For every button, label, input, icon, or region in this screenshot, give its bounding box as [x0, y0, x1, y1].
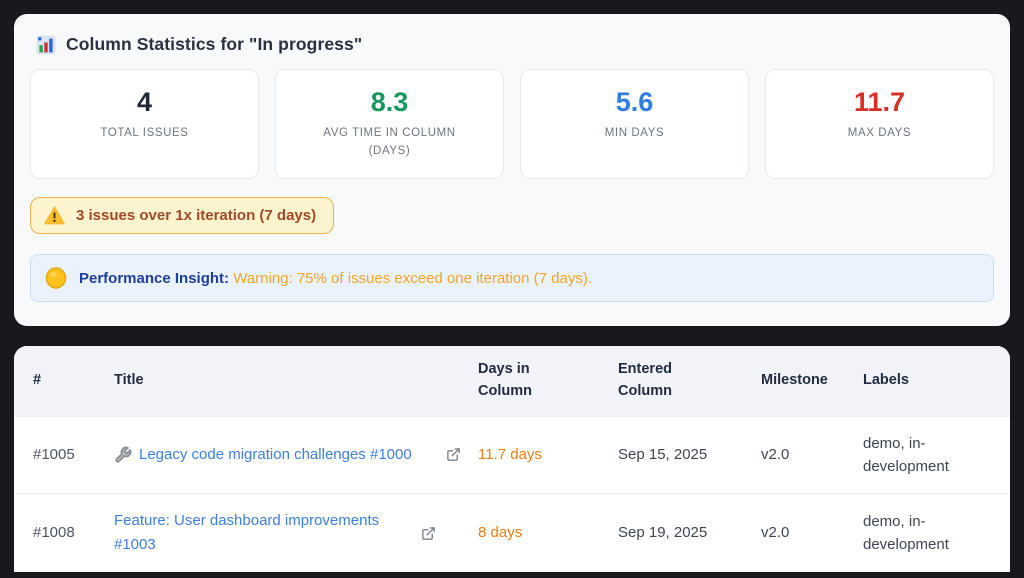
stat-label: MIN DAYS	[604, 127, 665, 140]
bar-chart-icon	[36, 35, 56, 55]
days-in-column: 8 days	[472, 493, 612, 572]
col-header-title: Title	[114, 371, 144, 388]
entered-column: Sep 15, 2025	[612, 415, 755, 494]
warning-badge-text: 3 issues over 1x iteration (7 days)	[76, 207, 317, 224]
warning-icon	[44, 206, 65, 225]
performance-insight-banner: Performance Insight: Warning: 75% of iss…	[30, 254, 994, 302]
stat-label: MAX DAYS	[847, 127, 912, 140]
stat-max-days: 11.7 MAX DAYS	[765, 69, 994, 179]
stat-avg-time: 8.3 AVG TIME IN COLUMN (DAYS)	[275, 69, 504, 179]
issues-table: # Title Days in Column Entered Column Mi…	[14, 346, 1010, 572]
table-row: #1005 Legacy code migration challenges #…	[14, 415, 1010, 494]
insight-message: Warning: 75% of issues exceed one iterat…	[233, 269, 593, 287]
external-link-icon[interactable]	[421, 526, 436, 541]
stat-label: TOTAL ISSUES	[100, 127, 189, 140]
milestone: v2.0	[755, 493, 857, 572]
stat-value: 5.6	[615, 87, 654, 117]
insight-label: Performance Insight:	[79, 269, 230, 287]
labels: demo, in-development	[863, 434, 949, 475]
col-header-number: #	[33, 371, 42, 388]
stat-label: AVG TIME IN COLUMN (DAYS)	[323, 127, 456, 157]
wrench-icon	[114, 446, 132, 464]
iteration-warning-badge: 3 issues over 1x iteration (7 days)	[30, 197, 335, 234]
yellow-circle-icon	[45, 267, 67, 289]
stat-total-issues: 4 TOTAL ISSUES	[30, 69, 259, 179]
issue-title-cell: Legacy code migration challenges #1000	[114, 443, 466, 467]
milestone: v2.0	[755, 415, 857, 494]
issue-link[interactable]: Feature: User dashboard improvements #10…	[114, 512, 380, 553]
column-statistics-card: Column Statistics for "In progress" 4 TO…	[14, 14, 1010, 326]
stat-min-days: 5.6 MIN DAYS	[520, 69, 749, 179]
insight-text: Performance Insight: Warning: 75% of iss…	[79, 268, 592, 289]
col-header-entered: Entered Column	[618, 361, 672, 399]
external-link-icon[interactable]	[446, 447, 461, 462]
issue-link[interactable]: Legacy code migration challenges #1000	[139, 445, 412, 463]
stat-value: 8.3	[370, 87, 409, 117]
col-header-milestone: Milestone	[761, 371, 828, 388]
issue-number: #1008	[14, 493, 108, 572]
stat-value: 4	[136, 87, 153, 117]
table-header-row: # Title Days in Column Entered Column Mi…	[14, 346, 1010, 416]
col-header-labels: Labels	[863, 371, 909, 388]
card-title: Column Statistics for "In progress"	[66, 34, 363, 54]
col-header-days: Days in Column	[478, 361, 532, 399]
issues-table-card: # Title Days in Column Entered Column Mi…	[14, 346, 1010, 572]
table-row: #1008 Feature: User dashboard improvemen…	[14, 493, 1010, 572]
issue-number: #1005	[14, 415, 108, 494]
entered-column: Sep 19, 2025	[612, 493, 755, 572]
issue-title-cell: Feature: User dashboard improvements #10…	[114, 509, 466, 557]
days-in-column: 11.7 days	[472, 415, 612, 494]
stats-row: 4 TOTAL ISSUES 8.3 AVG TIME IN COLUMN (D…	[14, 69, 1010, 179]
labels: demo, in-development	[863, 512, 949, 553]
card-title-row: Column Statistics for "In progress"	[14, 14, 1010, 69]
stat-value: 11.7	[853, 87, 906, 117]
